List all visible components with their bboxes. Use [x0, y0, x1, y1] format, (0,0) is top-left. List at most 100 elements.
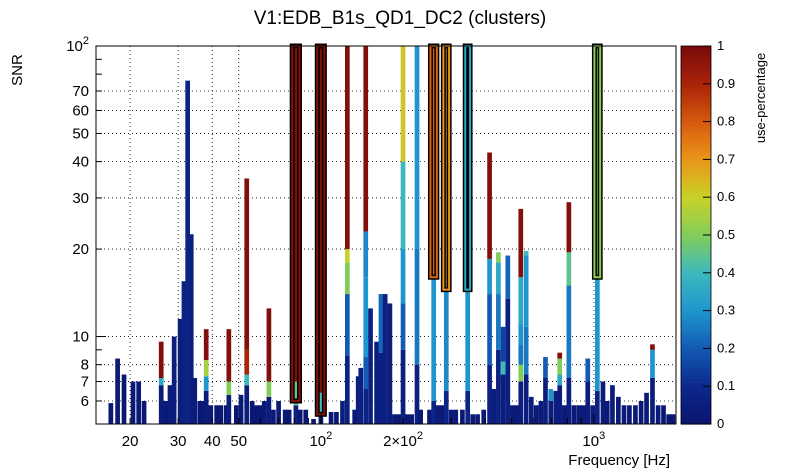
heatmap-cell — [590, 405, 595, 424]
heatmap-cell — [276, 400, 281, 424]
heatmap-cell — [453, 409, 459, 424]
heatmap-cell — [518, 208, 524, 278]
colorbar-swatch — [681, 389, 711, 395]
y-tick-label: 60 — [72, 102, 89, 119]
heatmap-cell — [136, 381, 142, 424]
heatmap-cell — [557, 374, 563, 386]
heatmap-cell — [465, 390, 471, 424]
heatmap-cell — [158, 385, 164, 424]
heatmap-cell — [538, 400, 544, 424]
colorbar-swatch — [681, 253, 711, 259]
heatmap-cell — [171, 336, 177, 424]
colorbar-swatch — [681, 231, 711, 236]
colorbar-swatch — [681, 140, 711, 145]
heatmap-cell — [505, 298, 511, 424]
heatmap-cell — [409, 414, 414, 424]
y-tick-label: 10 — [72, 329, 89, 346]
colorbar-swatch — [681, 91, 711, 96]
heatmap-cell — [523, 250, 529, 256]
heatmap-cell — [548, 400, 554, 424]
heatmap-cell — [363, 231, 369, 278]
heatmap-cell — [439, 405, 445, 424]
heatmap-cell — [363, 388, 369, 424]
heatmap-cell — [340, 400, 345, 424]
heatmap-cell — [115, 358, 120, 424]
heatmap-cell — [638, 400, 644, 424]
colorbar-swatch — [681, 416, 711, 421]
y-axis-label: SNR — [9, 54, 26, 86]
colorbar-swatch — [681, 61, 711, 66]
heatmap-cell — [431, 46, 437, 278]
heatmap-cell — [650, 344, 655, 350]
chart-title: V1:EDB_B1s_QD1_DC2 (clusters) — [254, 8, 547, 29]
heatmap-cell — [491, 388, 497, 424]
heatmap-cell — [293, 381, 299, 406]
heatmap-cell — [562, 405, 567, 424]
colorbar-swatch — [681, 87, 711, 92]
colorbar-swatch — [681, 193, 711, 198]
heatmap-cell — [396, 414, 402, 424]
colorbar-swatch — [681, 102, 711, 108]
colorbar-swatch — [681, 136, 711, 142]
heatmap-cell — [543, 377, 548, 424]
colorbar-tick-label: 0.9 — [717, 76, 735, 91]
heatmap-cell — [553, 390, 559, 424]
heatmap-cell — [655, 405, 661, 424]
colorbar-swatch — [681, 265, 711, 270]
heatmap-cell — [487, 258, 492, 295]
heatmap-cell — [344, 249, 350, 263]
colorbar-swatch — [681, 189, 711, 195]
heatmap-cell — [392, 414, 397, 424]
heatmap-cell — [650, 377, 655, 424]
colorbar-swatch — [681, 64, 711, 70]
colorbar-swatch — [681, 170, 711, 176]
colorbar-tick-label: 0.2 — [717, 340, 735, 355]
heatmap-cell — [318, 392, 324, 415]
heatmap-cell — [358, 367, 364, 424]
colorbar-label: use-percentage — [753, 53, 768, 143]
colorbar-swatch — [681, 174, 711, 179]
heatmap-cell — [203, 390, 209, 424]
colorbar-swatch — [681, 310, 711, 315]
heatmap-cell — [518, 344, 524, 365]
heatmap-cell — [344, 262, 350, 295]
heatmap-cell — [203, 376, 209, 391]
colorbar-swatch — [681, 269, 711, 274]
colorbar-swatch — [681, 242, 711, 247]
heatmap-cell — [487, 152, 492, 259]
heatmap-cell — [303, 409, 309, 424]
heatmap-cell — [435, 405, 441, 424]
heatmap-cell — [378, 352, 384, 424]
colorbar-swatch — [681, 306, 711, 312]
colorbar-swatch — [681, 129, 711, 134]
plot-frame — [95, 45, 677, 425]
x-tick-label: 103 — [582, 430, 605, 450]
y-tick-label: 50 — [72, 125, 89, 142]
colorbar-swatch — [681, 314, 711, 319]
colorbar-swatch — [681, 374, 711, 380]
colorbar-tick-label: 0.1 — [717, 378, 735, 393]
colorbar-swatch — [681, 359, 711, 365]
heatmap-cell — [616, 396, 621, 424]
colorbar-swatch — [681, 299, 711, 304]
heatmap-cell — [244, 349, 250, 375]
heatmap-cell — [344, 355, 350, 424]
heatmap-cell — [644, 392, 649, 424]
heatmap-cell — [293, 405, 299, 424]
heatmap-cell — [249, 400, 255, 424]
heatmap-cell — [431, 277, 437, 401]
heatmap-cell — [481, 409, 487, 424]
colorbar — [680, 45, 712, 425]
x-tick-label: 30 — [170, 433, 187, 450]
heatmap-cell — [627, 405, 632, 424]
heatmap-cell — [475, 414, 480, 424]
heatmap-cell — [594, 277, 600, 391]
colorbar-swatch — [681, 72, 711, 77]
heatmap-cell — [233, 405, 239, 424]
colorbar-swatch — [681, 121, 711, 126]
colorbar-swatch — [681, 291, 711, 297]
heatmap-cell — [496, 349, 501, 424]
heatmap-cell — [214, 405, 219, 424]
colorbar-swatch — [681, 238, 711, 244]
heatmap-cell — [355, 376, 361, 424]
